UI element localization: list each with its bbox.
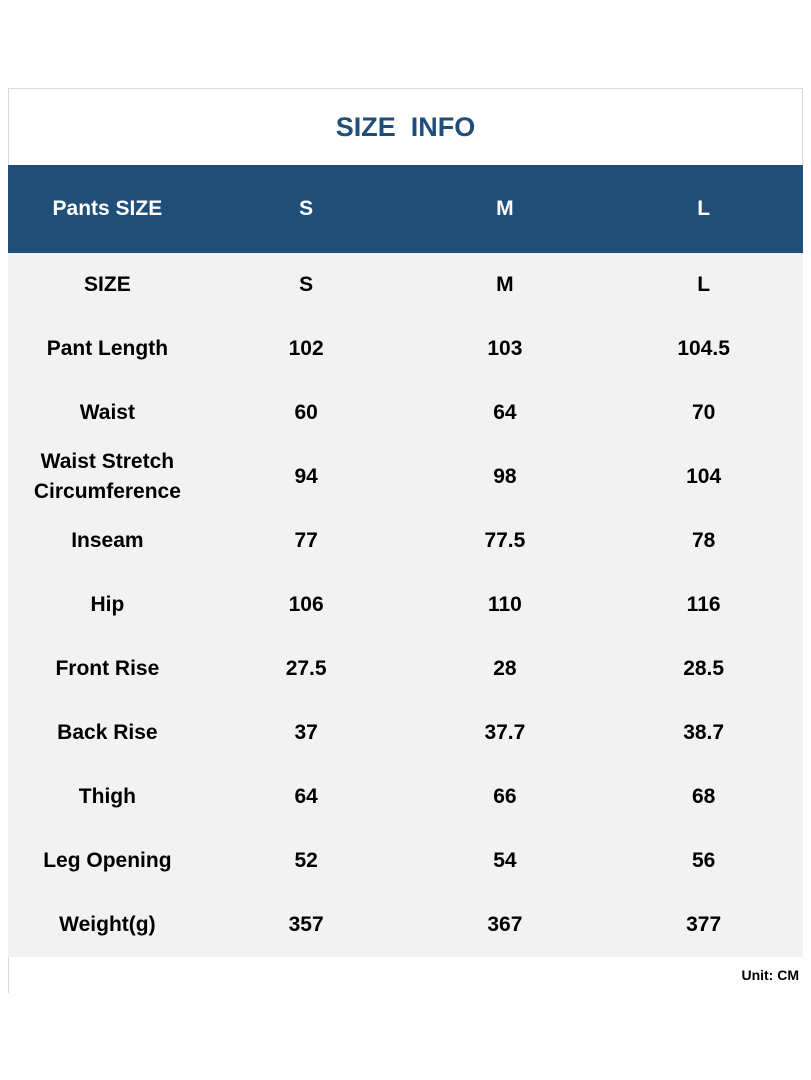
cell: L [697,273,711,296]
cell: 78 [691,529,716,552]
table-row: Waist 60 64 70 [8,381,803,445]
row-label: SIZE [84,273,131,296]
cell: 28.5 [683,657,725,680]
cell: 37.7 [484,721,526,744]
table-row: Leg Opening 52 54 56 [8,829,803,893]
size-sheet: SIZE INFO Pants SIZE S M L SIZE S M L Pant Leng… [8,88,803,993]
cell: 377 [686,913,722,936]
table-row: Pant Length 102 103 104.5 [8,317,803,381]
cell: 28 [493,657,517,680]
cell: 37 [294,721,318,744]
cell: 367 [487,913,523,936]
footer: Unit: CM [8,957,803,993]
cell: 116 [686,593,721,616]
table-row: SIZE S M L [8,253,803,317]
header-cell: M [496,197,514,220]
cell: 56 [691,849,716,872]
header-cell: Pants SIZE [52,197,163,220]
cell: 38.7 [683,721,725,744]
table-row: Hip 106 110 116 [8,573,803,637]
cell: 64 [294,785,318,808]
row-label: Thigh [78,785,136,808]
table-row: Inseam 77 77.5 78 [8,509,803,573]
cell: 77 [294,529,318,552]
cell: 103 [487,337,523,360]
cell: 357 [288,913,324,936]
row-label: Hip [90,593,125,616]
cell: 102 [288,337,324,360]
row-label: Weight(g) [59,913,156,936]
row-label: Waist Stretch Circumference [33,450,181,503]
cell: 77.5 [484,529,526,552]
table-row: Thigh 64 66 68 [8,765,803,829]
cell: 106 [288,593,324,616]
cell: 68 [691,785,716,808]
cell: 27.5 [285,657,327,680]
cell: 60 [294,401,318,424]
unit-note: Unit: CM [741,967,799,983]
title-box: SIZE INFO [8,88,803,165]
row-label: Back Rise [57,721,158,744]
cell: 104 [686,465,722,488]
table-row: Waist Stretch Circumference 94 98 104 [8,445,803,509]
row-label: Front Rise [55,657,160,680]
row-label: Pant Length [46,337,169,360]
cell: 54 [493,849,517,872]
cell: 104.5 [677,337,730,360]
header-cell: S [299,197,314,220]
cell: 52 [294,849,318,872]
row-label: Leg Opening [43,849,172,872]
cell: 66 [493,785,517,808]
cell: S [299,273,314,296]
header-cell: L [697,197,711,220]
cell: 110 [487,593,522,616]
cell: 94 [294,465,318,488]
row-label: Waist [79,401,135,424]
cell: 98 [493,465,517,488]
cell: M [496,273,514,296]
cell: 64 [493,401,517,424]
table-row: Weight(g) 357 367 377 [8,893,803,957]
table-body: SIZE S M L Pant Length 102 103 104.5 Waist 60 64 70… [8,253,803,957]
table-row: Front Rise 27.5 28 28.5 [8,637,803,701]
table-row: Back Rise 37 37.7 38.7 [8,701,803,765]
header-row: Pants SIZE S M L [8,165,803,253]
title: SIZE INFO [335,111,476,142]
row-label: Inseam [71,529,144,552]
cell: 70 [691,401,716,424]
